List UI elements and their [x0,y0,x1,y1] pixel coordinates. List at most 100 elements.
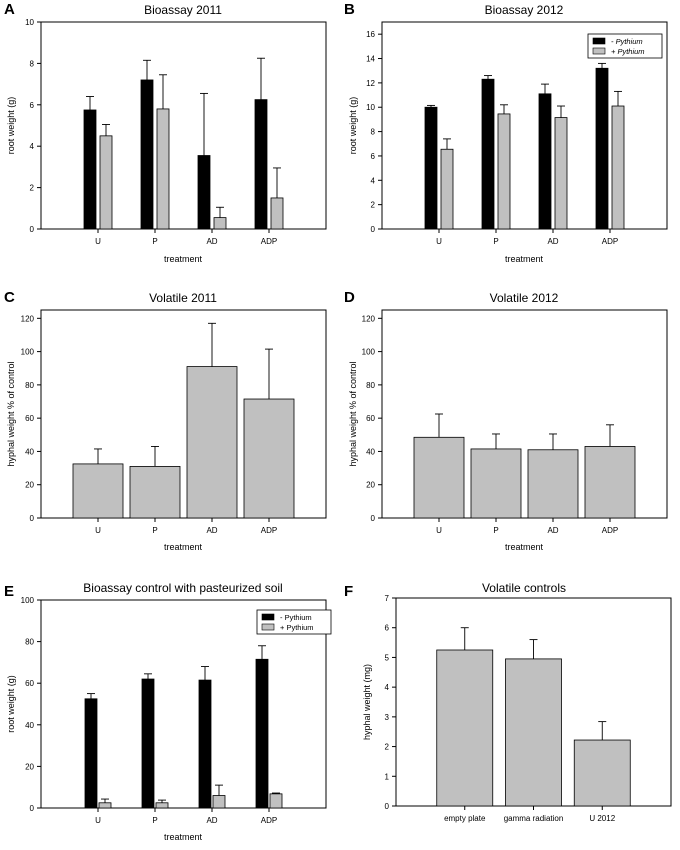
y-tick-label: 6 [371,152,376,161]
y-tick-label: 100 [21,348,35,357]
x-tick-label: P [493,526,498,535]
panel-letter: A [4,1,15,18]
y-tick-label: 60 [366,414,375,423]
panel-letter: B [344,1,355,18]
y-axis-label: hyphal weight % of control [348,361,358,466]
bar [156,108,170,230]
y-tick-label: 16 [366,30,375,39]
x-tick-label: U [95,237,101,246]
y-tick-label: 6 [30,101,35,110]
x-tick-label: P [152,237,157,246]
y-tick-label: 10 [366,103,375,112]
x-tick-label: P [493,237,498,246]
x-tick-label: AD [206,237,217,246]
y-tick-label: 1 [385,772,390,781]
x-axis-label: treatment [164,542,203,552]
y-tick-label: 2 [30,184,35,193]
plot-frame [381,309,668,519]
chart-panel-f: F Volatile controls 0 1 2 3 4 5 6 7 hyphal weight … [344,581,672,823]
y-tick-label: 5 [385,653,390,662]
chart-panel-d: D Volatile 2012 0 20 40 60 80 100 120 hyphal weig… [344,289,668,552]
panel-letter: F [344,583,353,600]
chart-panel-c: C Volatile 2011 0 20 40 60 80 100 120 hyphal weig… [4,289,327,552]
bar [424,106,438,230]
y-tick-label: 20 [25,762,34,771]
plot-frame [40,309,327,519]
y-tick-label: 8 [371,128,376,137]
y-tick-label: 0 [30,225,35,234]
y-axis-label: root weight (g) [348,97,358,155]
bar [554,117,568,230]
bar [213,217,227,230]
chart-title: Bioassay 2012 [485,3,564,17]
y-tick-label: 4 [371,176,376,185]
y-tick-label: 100 [362,348,376,357]
y-tick-label: 4 [30,142,35,151]
x-tick-label: ADP [261,816,277,825]
x-tick-label: ADP [261,237,277,246]
bar [470,448,522,519]
y-tick-label: 0 [371,514,376,523]
bar [129,466,181,519]
y-tick-label: 7 [385,594,390,603]
bar [595,67,609,230]
y-tick-label: 6 [385,624,390,633]
x-axis-label: treatment [164,254,203,264]
bar [254,99,268,230]
plot-frame [40,21,327,230]
x-tick-label: ADP [602,237,618,246]
bar [99,135,113,230]
y-tick-label: 0 [30,804,35,813]
y-tick-label: 2 [385,743,390,752]
x-axis-label: treatment [505,542,544,552]
x-tick-label: AD [547,526,558,535]
bar [270,197,284,230]
y-tick-label: 8 [30,59,35,68]
panel-letter: D [344,289,355,306]
y-tick-label: 120 [21,314,35,323]
legend-label: + Pythium [611,47,645,56]
y-tick-label: 10 [25,18,34,27]
x-tick-label: P [152,526,157,535]
bar [436,649,494,807]
chart-title: Volatile 2012 [490,291,559,305]
chart-panel-e: E Bioassay control with pasteurized soil 0… [4,581,332,842]
y-tick-label: 3 [385,713,390,722]
y-tick-label: 40 [25,447,34,456]
y-tick-label: 80 [25,381,34,390]
x-tick-label: ADP [261,526,277,535]
legend-swatch [592,37,606,45]
bar [584,446,636,519]
y-tick-label: 14 [366,55,375,64]
bar [197,155,211,230]
y-tick-label: 120 [362,314,376,323]
y-tick-label: 20 [25,481,34,490]
chart-title: Volatile controls [482,581,566,595]
bar [481,78,495,230]
x-tick-label: ADP [602,526,618,535]
y-tick-label: 60 [25,679,34,688]
chart-title: Bioassay 2011 [144,3,222,17]
y-axis-label: hyphal weight (mg) [362,664,372,740]
legend-swatch [592,47,606,55]
x-tick-label: U [436,237,442,246]
bar [611,105,625,230]
x-tick-label: AD [206,816,217,825]
x-tick-label: gamma radiation [504,814,564,823]
y-tick-label: 80 [366,381,375,390]
y-tick-label: 40 [25,721,34,730]
bar [140,79,154,230]
y-axis-label: root weight (g) [6,97,16,155]
x-tick-label: empty plate [444,814,486,823]
bar [198,679,212,809]
legend-label: - Pythium [280,613,312,622]
plot-frame [381,21,668,230]
legend-label: + Pythium [280,623,314,632]
bar [84,698,98,809]
bar [527,449,579,519]
bar [72,463,124,519]
legend: - Pythium+ Pythium [587,33,663,59]
x-axis-label: treatment [505,254,544,264]
x-tick-label: AD [547,237,558,246]
